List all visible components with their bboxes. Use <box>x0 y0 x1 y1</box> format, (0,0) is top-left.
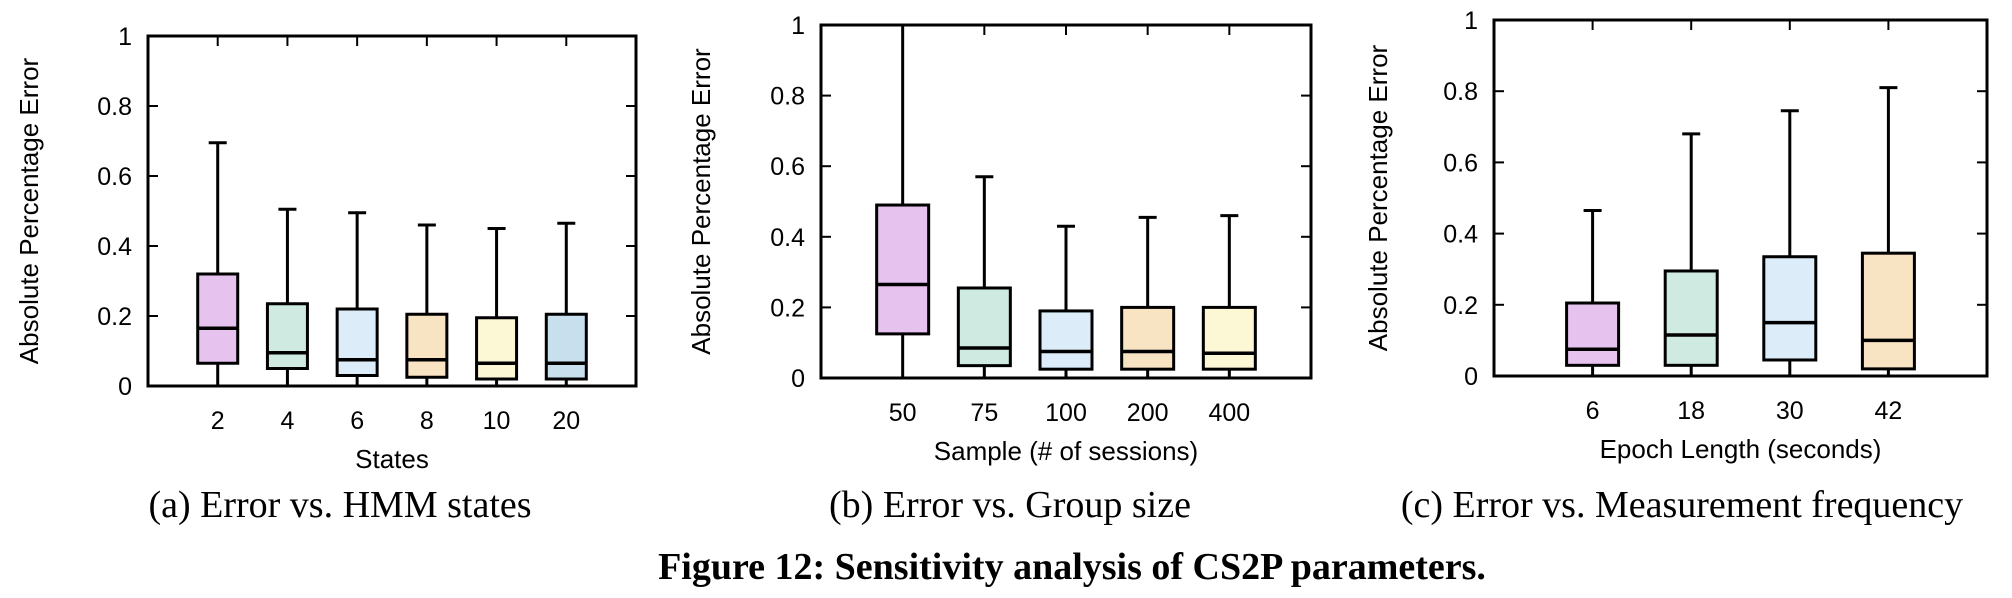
iqr-box <box>1038 309 1094 371</box>
y-tick-label: 0 <box>1464 363 1478 391</box>
x-tick-label: 6 <box>350 407 364 435</box>
y-tick-label: 1 <box>118 23 132 51</box>
iqr-box <box>265 302 309 370</box>
y-tick-label: 0.8 <box>1443 78 1478 106</box>
box-10 <box>475 227 519 386</box>
y-tick-label: 0.2 <box>770 294 805 322</box>
x-axis-label: Epoch Length (seconds) <box>1600 434 1882 464</box>
y-tick-label: 0.6 <box>770 153 805 181</box>
y-tick-label: 0.8 <box>97 93 132 121</box>
plot-frame <box>1492 18 1989 378</box>
x-axis-label: States <box>355 444 429 474</box>
y-tick-label: 0.6 <box>1443 149 1478 177</box>
x-tick-label: 18 <box>1677 397 1705 425</box>
box-75 <box>956 175 1012 378</box>
iqr-box <box>1565 301 1621 367</box>
x-axis-label: Sample (# of sessions) <box>934 436 1198 466</box>
iqr-box <box>544 312 588 381</box>
x-tick-label: 10 <box>483 407 511 435</box>
box-6 <box>1565 208 1621 376</box>
y-tick-label: 0.4 <box>1443 221 1478 249</box>
box-50 <box>875 23 931 378</box>
y-tick-label: 1 <box>1464 7 1478 35</box>
iqr-box <box>956 286 1012 368</box>
plot-frame <box>146 34 638 388</box>
box-4 <box>265 207 309 386</box>
y-tick-label: 1 <box>791 12 805 40</box>
x-tick-label: 42 <box>1874 397 1902 425</box>
iqr-box <box>475 316 519 381</box>
box-8 <box>405 223 449 386</box>
x-tick-label: 400 <box>1208 399 1250 427</box>
iqr-box <box>875 203 931 336</box>
box-400 <box>1201 214 1257 378</box>
subcaption-c: (c) Error vs. Measurement frequency <box>1401 484 1963 526</box>
y-tick-label: 0.8 <box>770 83 805 111</box>
y-axis-label: Absolute Percentage Error <box>14 57 44 364</box>
y-tick-label: 0.2 <box>1443 292 1478 320</box>
x-tick-label: 100 <box>1045 399 1087 427</box>
box-18 <box>1663 132 1719 376</box>
subcaption-a: (a) Error vs. HMM states <box>148 484 531 526</box>
iqr-box <box>405 312 449 379</box>
box-6 <box>335 211 379 386</box>
box-20 <box>544 221 588 386</box>
iqr-box <box>1762 255 1818 362</box>
subcaption-b: (b) Error vs. Group size <box>829 484 1191 526</box>
y-tick-label: 0.4 <box>770 224 805 252</box>
box-2 <box>196 141 240 386</box>
x-tick-label: 8 <box>420 407 434 435</box>
x-tick-label: 75 <box>970 399 998 427</box>
x-tick-label: 200 <box>1127 399 1169 427</box>
y-tick-label: 0.6 <box>97 163 132 191</box>
iqr-box <box>335 307 379 377</box>
figure-caption: Figure 12: Sensitivity analysis of CS2P … <box>658 546 1486 588</box>
x-tick-label: 20 <box>552 407 580 435</box>
box-30 <box>1762 109 1818 376</box>
x-tick-label: 30 <box>1776 397 1804 425</box>
x-tick-label: 4 <box>280 407 294 435</box>
iqr-box <box>1201 305 1257 371</box>
y-tick-label: 0 <box>791 365 805 393</box>
panel-a: 0 0.2 0.4 0.6 0.8 1 2 4 6 8 10 20 States Absolute Per… <box>14 23 638 474</box>
x-tick-label: 2 <box>211 407 225 435</box>
iqr-box <box>1120 305 1176 371</box>
y-tick-label: 0.4 <box>97 233 132 261</box>
y-axis-label: Absolute Percentage Error <box>686 48 716 355</box>
iqr-box <box>196 272 240 365</box>
box-200 <box>1120 215 1176 378</box>
x-tick-label: 50 <box>889 399 917 427</box>
x-tick-label: 6 <box>1586 397 1600 425</box>
box-100 <box>1038 224 1094 378</box>
iqr-box <box>1663 269 1719 367</box>
box-42 <box>1860 86 1916 376</box>
y-tick-label: 0 <box>118 373 132 401</box>
panel-c: 0 0.2 0.4 0.6 0.8 1 6 18 30 42 Epoch Length (secon… <box>1363 7 1989 464</box>
y-axis-label: Absolute Percentage Error <box>1363 44 1393 351</box>
y-tick-label: 0.2 <box>97 303 132 331</box>
iqr-box <box>1860 251 1916 371</box>
panel-b: 0 0.2 0.4 0.6 0.8 1 50 75 100 200 400 Sample (# of … <box>686 12 1313 466</box>
